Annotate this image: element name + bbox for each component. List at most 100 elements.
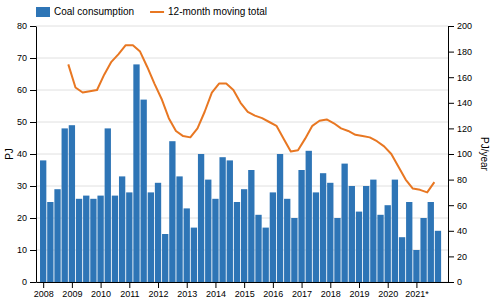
legend-swatch bbox=[150, 11, 164, 13]
tick-label: 140 bbox=[457, 98, 472, 108]
tick: 2014 bbox=[206, 282, 226, 299]
tick: 60 bbox=[448, 201, 467, 211]
bar bbox=[356, 212, 362, 282]
tick-label: 2012 bbox=[149, 289, 169, 299]
bar bbox=[263, 228, 269, 282]
tick-label: 180 bbox=[457, 47, 472, 57]
legend-swatch bbox=[36, 7, 50, 17]
tick: 30 bbox=[17, 181, 36, 191]
tick-mark bbox=[448, 282, 454, 283]
tick: 80 bbox=[17, 21, 36, 31]
tick-mark bbox=[448, 205, 454, 206]
legend-label: 12-month moving total bbox=[168, 6, 267, 17]
legend-label: Coal consumption bbox=[54, 6, 134, 17]
bar bbox=[420, 218, 426, 282]
tick: 50 bbox=[17, 117, 36, 127]
plot-area bbox=[40, 45, 441, 282]
bar bbox=[270, 192, 276, 282]
bar bbox=[141, 100, 147, 282]
bar bbox=[248, 170, 254, 282]
bar bbox=[90, 199, 96, 282]
tick-label: 10 bbox=[17, 245, 27, 255]
tick: 2017 bbox=[292, 282, 312, 299]
tick-mark bbox=[158, 282, 159, 288]
bar bbox=[133, 64, 139, 282]
tick-mark bbox=[448, 231, 454, 232]
tick-mark bbox=[448, 103, 454, 104]
legend-item: 12-month moving total bbox=[150, 6, 267, 17]
grid-line bbox=[36, 122, 448, 123]
bar bbox=[334, 218, 340, 282]
tick-label: 2021* bbox=[405, 289, 429, 299]
tick: 180 bbox=[448, 47, 472, 57]
tick: 120 bbox=[448, 124, 472, 134]
tick-label: 20 bbox=[457, 252, 467, 262]
tick-mark bbox=[30, 218, 36, 219]
bar bbox=[370, 180, 376, 282]
bar bbox=[184, 208, 190, 282]
bar bbox=[234, 202, 240, 282]
tick-mark bbox=[273, 282, 274, 288]
tick: 2018 bbox=[321, 282, 341, 299]
tick-label: 30 bbox=[17, 181, 27, 191]
y2-axis: 020406080100120140160180200 bbox=[448, 21, 472, 287]
tick: 160 bbox=[448, 73, 472, 83]
bar bbox=[162, 234, 168, 282]
tick-mark bbox=[416, 282, 417, 288]
bar bbox=[435, 231, 441, 282]
bar bbox=[406, 202, 412, 282]
bar bbox=[97, 196, 103, 282]
grid-line bbox=[36, 58, 448, 59]
tick-label: 2011 bbox=[120, 289, 139, 299]
bar bbox=[413, 250, 419, 282]
tick: 2016 bbox=[263, 282, 283, 299]
tick-label: 0 bbox=[22, 277, 27, 287]
tick: 20 bbox=[448, 252, 467, 262]
tick-label: 2010 bbox=[91, 289, 111, 299]
tick-mark bbox=[448, 128, 454, 129]
bar bbox=[377, 215, 383, 282]
tick-mark bbox=[330, 282, 331, 288]
y-axis: 01020304050607080 bbox=[17, 21, 37, 287]
tick: 2020 bbox=[378, 282, 398, 299]
bar bbox=[126, 192, 132, 282]
tick-label: 0 bbox=[457, 277, 462, 287]
x-axis: 2008200920102011201220132014201520162017… bbox=[34, 282, 449, 299]
tick: 2015 bbox=[235, 282, 255, 299]
tick: 2021* bbox=[405, 282, 429, 299]
tick-mark bbox=[448, 180, 454, 181]
tick-mark bbox=[30, 58, 36, 59]
grid-line bbox=[36, 154, 448, 155]
tick-mark bbox=[215, 282, 216, 288]
tick-mark bbox=[30, 90, 36, 91]
bar bbox=[277, 154, 283, 282]
tick-mark bbox=[129, 282, 130, 288]
tick: 2012 bbox=[149, 282, 169, 299]
tick-mark bbox=[30, 186, 36, 187]
bar bbox=[327, 183, 333, 282]
grid-line bbox=[36, 186, 448, 187]
bar bbox=[298, 170, 304, 282]
tick-label: 20 bbox=[17, 213, 27, 223]
tick-label: 2015 bbox=[235, 289, 255, 299]
tick-label: 70 bbox=[17, 53, 27, 63]
bar bbox=[205, 180, 211, 282]
bar bbox=[83, 196, 89, 282]
bar bbox=[69, 125, 75, 282]
tick-mark bbox=[302, 282, 303, 288]
tick: 20 bbox=[17, 213, 36, 223]
tick: 2019 bbox=[349, 282, 369, 299]
tick-label: 120 bbox=[457, 124, 472, 134]
bar bbox=[428, 202, 434, 282]
tick: 2011 bbox=[120, 282, 139, 299]
bar bbox=[191, 228, 197, 282]
grid-line bbox=[36, 26, 448, 27]
tick-label: 40 bbox=[457, 226, 467, 236]
bar bbox=[119, 176, 125, 282]
bar bbox=[385, 205, 391, 282]
tick-label: 160 bbox=[457, 73, 472, 83]
tick-mark bbox=[30, 122, 36, 123]
tick-mark bbox=[187, 282, 188, 288]
bar bbox=[212, 199, 218, 282]
bar bbox=[313, 192, 319, 282]
